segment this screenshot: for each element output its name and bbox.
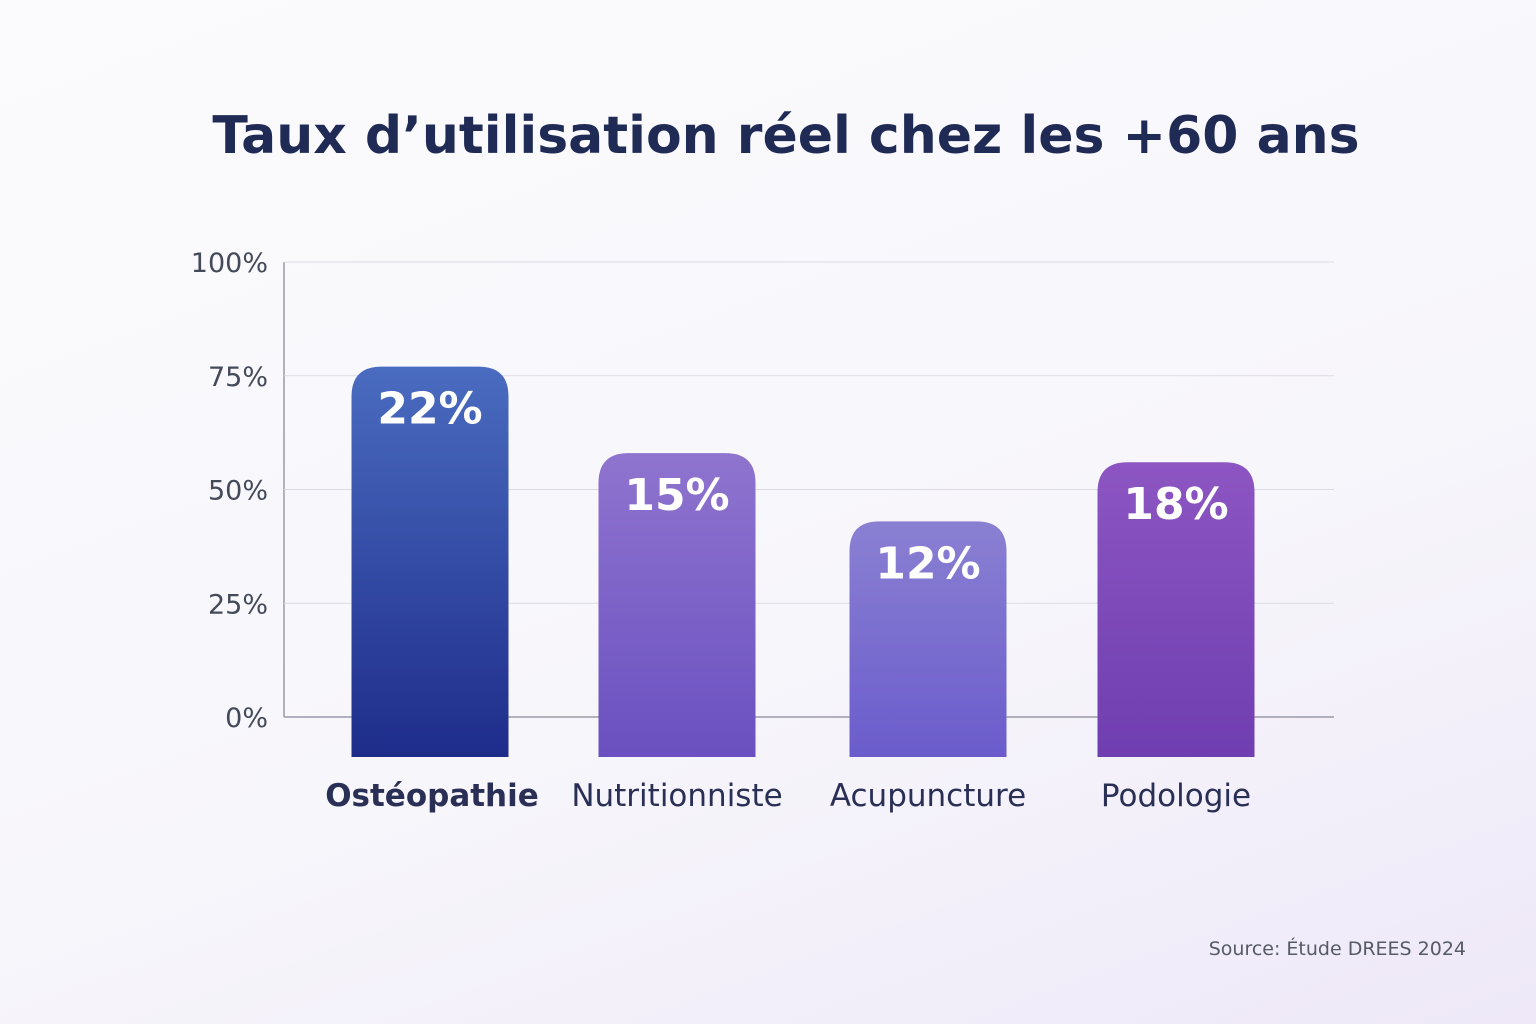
source-note: Source: Étude DREES 2024 <box>1209 937 1466 960</box>
bar-podologie <box>1097 462 1255 757</box>
bars: 22% Ostéopathie 15% Nutritionniste 12% Acupun… <box>325 366 1255 814</box>
chart-title: Taux d’utilisation réel chez les +60 ans <box>212 106 1359 166</box>
y-tick-label: 25% <box>208 589 268 620</box>
x-category-label: Acupuncture <box>830 778 1026 814</box>
bar-value-label: 22% <box>377 384 482 435</box>
x-category-label: Podologie <box>1101 778 1251 814</box>
x-category-label: Nutritionniste <box>571 778 782 814</box>
bar-value-label: 15% <box>624 470 729 521</box>
x-category-label: Ostéopathie <box>325 778 539 814</box>
bar-ostéopathie <box>351 366 509 757</box>
bar-value-label: 18% <box>1123 479 1228 530</box>
y-tick-label: 0% <box>225 703 268 734</box>
y-tick-label: 75% <box>208 362 268 393</box>
bar-acupuncture <box>849 521 1007 757</box>
y-tick-label: 100% <box>191 248 268 279</box>
bar-value-label: 12% <box>875 538 980 589</box>
y-tick-label: 50% <box>208 476 268 507</box>
bar-nutritionniste <box>598 453 756 757</box>
